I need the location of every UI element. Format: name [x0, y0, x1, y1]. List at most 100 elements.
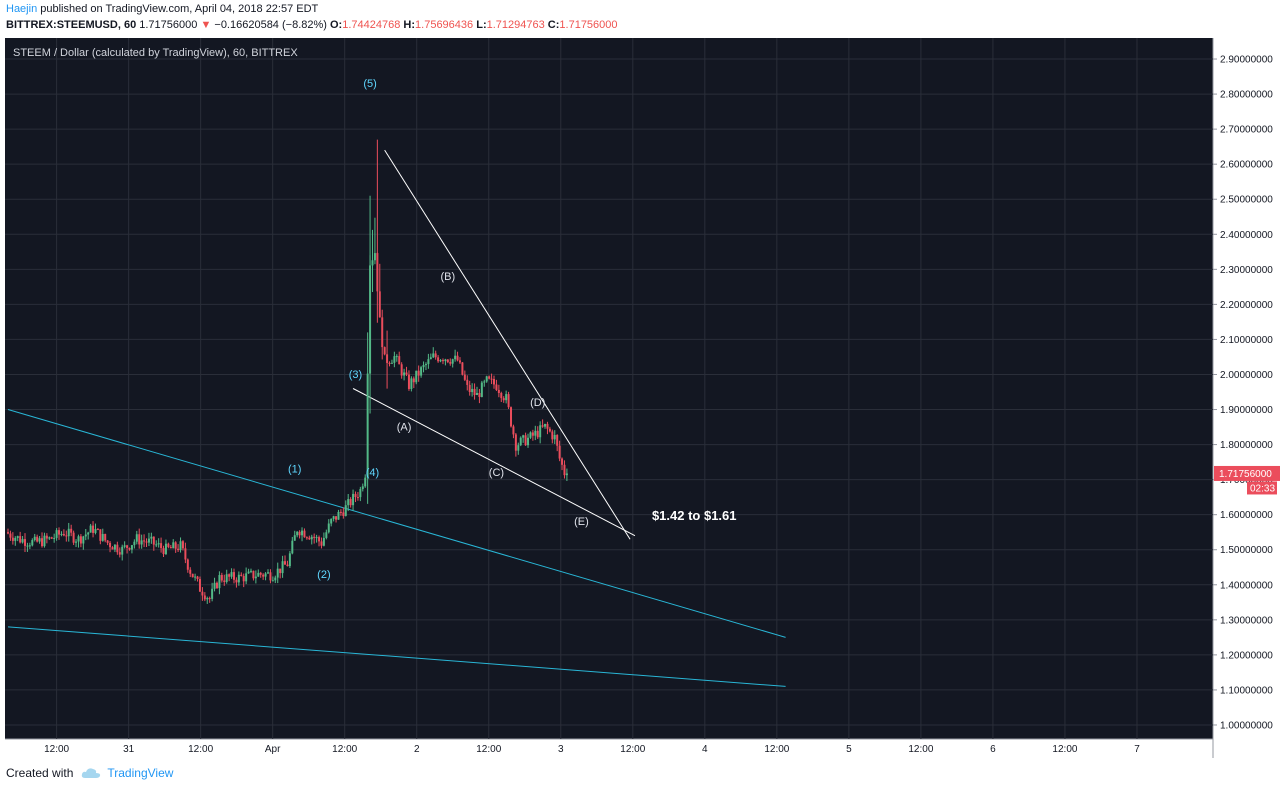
- author-link[interactable]: Haejin: [6, 3, 38, 15]
- candle-body: [215, 582, 218, 589]
- candle-body: [320, 541, 323, 546]
- candle-body: [109, 542, 112, 548]
- x-tick-label: 7: [1134, 744, 1140, 755]
- y-tick-label: 1.30000000: [1220, 615, 1273, 626]
- candle-body: [463, 374, 466, 380]
- candle-body: [415, 370, 418, 383]
- x-tick-label: 12:00: [908, 744, 933, 755]
- candle-body: [274, 577, 277, 581]
- created-with-text: Created with: [6, 766, 74, 780]
- last-price: 1.71756000: [139, 19, 198, 31]
- candle-body: [471, 388, 474, 393]
- candle-body: [152, 536, 155, 545]
- candle-body: [422, 364, 425, 368]
- candle-body: [38, 538, 41, 542]
- close-value: 1.71756000: [559, 19, 618, 31]
- trendline-lower-wedge: [352, 388, 636, 537]
- candle-body: [444, 359, 447, 362]
- candle-body: [262, 574, 265, 577]
- candle-body: [449, 362, 452, 364]
- candle-body: [245, 573, 248, 582]
- candle-body: [424, 364, 427, 366]
- candle-body: [478, 392, 481, 397]
- candle-body: [429, 357, 432, 360]
- candle-body: [96, 529, 99, 531]
- candle-body: [303, 530, 306, 538]
- chart-canvas[interactable]: 2.90000000 2.80000000 2.70000000 2.60000000…: [5, 38, 1280, 758]
- candle-body: [179, 541, 182, 551]
- candle-body: [225, 574, 228, 582]
- candle-body: [527, 437, 530, 446]
- candle-body: [50, 537, 53, 539]
- y-tick-label: 1.80000000: [1220, 440, 1273, 451]
- candle-body: [517, 445, 520, 451]
- candle-body: [155, 544, 158, 546]
- candle-body: [113, 544, 116, 550]
- candle-body: [28, 545, 31, 547]
- y-tick-label: 2.70000000: [1220, 125, 1273, 136]
- candle-body: [87, 532, 90, 535]
- x-tick-label: 2: [414, 744, 420, 755]
- x-tick-label: 12:00: [764, 744, 789, 755]
- candle-body: [410, 378, 413, 389]
- last-price-tag: [1214, 465, 1280, 481]
- candle-body: [356, 497, 359, 499]
- candle-body: [505, 394, 508, 401]
- candle-body: [519, 437, 522, 446]
- y-tick-label: 2.00000000: [1220, 370, 1273, 381]
- candle-body: [267, 572, 270, 574]
- candle-body: [240, 574, 243, 576]
- candle-body: [502, 398, 505, 401]
- candle-body: [162, 548, 165, 555]
- candle-body: [417, 370, 420, 376]
- candle-body: [45, 535, 48, 539]
- candle-body: [60, 533, 63, 535]
- candle-body: [337, 511, 340, 520]
- candle-body: [36, 536, 39, 542]
- trendline-cyan-lower: [7, 626, 786, 687]
- candle-body: [160, 543, 163, 549]
- tradingview-link[interactable]: TradingView: [107, 766, 174, 780]
- candle-body: [150, 536, 153, 539]
- candle-body: [383, 347, 386, 355]
- candle-body: [181, 541, 184, 549]
- candle-body: [84, 534, 87, 537]
- countdown-tag: [1247, 481, 1277, 495]
- candle-body: [400, 364, 403, 376]
- candle-body: [9, 533, 12, 538]
- candle-body: [378, 291, 381, 318]
- candle-body: [458, 360, 461, 363]
- candle-body: [388, 362, 391, 364]
- y-tick-label: 1.10000000: [1220, 685, 1273, 696]
- candle-body: [352, 493, 355, 506]
- candle-body: [524, 435, 527, 446]
- candle-body: [58, 530, 61, 535]
- candle-body: [218, 575, 221, 589]
- wave-label: (2): [317, 569, 330, 581]
- candle-body: [104, 533, 107, 541]
- candle-body: [522, 435, 525, 438]
- y-tick-label: 2.30000000: [1220, 265, 1273, 276]
- candle-body: [558, 445, 561, 459]
- candle-body: [14, 537, 17, 541]
- candle-body: [434, 353, 437, 358]
- candle-body: [82, 536, 85, 544]
- candle-body: [475, 392, 478, 396]
- last-price-label: 1.71756000: [1219, 469, 1272, 480]
- candle-body: [354, 493, 357, 498]
- candle-body: [296, 531, 299, 536]
- candle-body: [43, 535, 46, 547]
- candle-body: [48, 537, 51, 539]
- candle-body: [480, 382, 483, 397]
- candle-body: [349, 499, 352, 506]
- candle-body: [198, 578, 201, 592]
- close-label: C:: [547, 19, 560, 31]
- wave-label: (1): [288, 464, 301, 476]
- candle-body: [330, 518, 333, 524]
- candle-body: [483, 381, 486, 383]
- candle-body: [497, 389, 500, 393]
- candle-body: [79, 536, 82, 544]
- candle-body: [206, 598, 209, 600]
- candle-body: [490, 378, 493, 380]
- candle-body: [77, 536, 80, 542]
